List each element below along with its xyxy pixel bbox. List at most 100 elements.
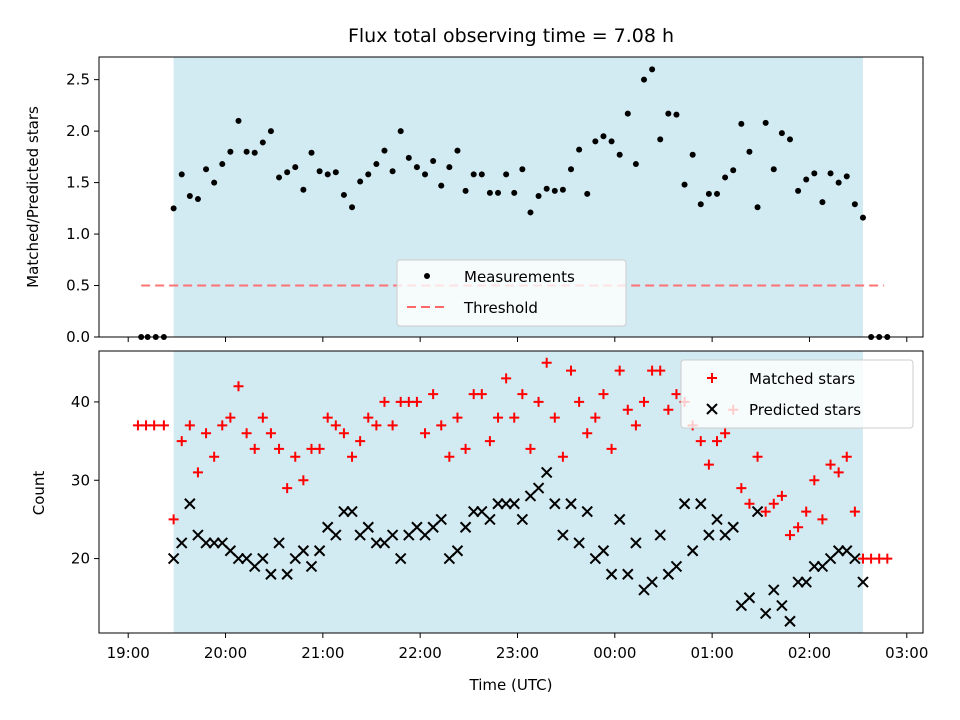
- matched-star-point: [598, 389, 609, 400]
- bottom-axes-frame: [98, 350, 924, 634]
- x-axis-label: Time (UTC): [469, 676, 553, 694]
- measurement-point: [243, 148, 250, 155]
- measurement-point: [624, 110, 631, 117]
- measurement-point: [616, 151, 623, 158]
- x-tick-label: 01:00: [691, 644, 734, 662]
- matched-star-point: [379, 396, 390, 407]
- matched-star-point: [355, 436, 366, 447]
- measurement-point: [462, 187, 469, 194]
- predicted-star-point: [776, 599, 788, 612]
- matched-star-point: [614, 365, 625, 376]
- predicted-star-point: [370, 537, 383, 549]
- measurement-point: [689, 151, 696, 158]
- matched-star-point: [501, 373, 512, 384]
- measurement-point: [340, 191, 347, 198]
- predicted-star-point: [532, 482, 545, 494]
- matched-star-point: [784, 530, 795, 541]
- y-tick-label: 0.5: [66, 277, 90, 295]
- predicted-star-point: [597, 545, 610, 557]
- measurement-point: [405, 154, 412, 161]
- measurement-point: [778, 130, 785, 137]
- matched-star-point: [225, 412, 236, 423]
- matched-star-point: [882, 553, 893, 564]
- matched-star-point: [330, 420, 341, 431]
- predicted-star-point: [784, 615, 796, 627]
- predicted-star-point: [678, 498, 691, 510]
- matched-star-point: [574, 396, 585, 407]
- measurement-point: [714, 190, 720, 197]
- predicted-star-point: [573, 537, 585, 549]
- predicted-star-point: [565, 498, 577, 510]
- matched-star-point: [387, 420, 398, 431]
- predicted-star-point: [557, 529, 569, 541]
- y-tick-label: 0.0: [66, 328, 90, 346]
- bottom-legend-box: [680, 359, 914, 429]
- matched-star-point: [476, 389, 487, 400]
- measurement-point: [276, 174, 283, 181]
- matched-star-point: [752, 451, 763, 462]
- measurement-point: [811, 170, 818, 177]
- measurement-point: [178, 171, 185, 178]
- matched-star-point: [590, 412, 601, 423]
- matched-star-point: [201, 428, 212, 439]
- measurement-point: [722, 174, 729, 181]
- measurement-point: [608, 138, 615, 145]
- measurement-point: [170, 205, 177, 212]
- top-panel: 0.0 0.5 1.0 1.5 2.0 2.5 Measurements Threshold: [66, 56, 924, 346]
- matched-star-point: [768, 498, 779, 509]
- matched-star-point: [622, 404, 633, 415]
- predicted-star-point: [346, 505, 358, 518]
- predicted-star-point: [492, 498, 504, 510]
- measurement-point: [527, 209, 534, 216]
- matched-star-point: [249, 443, 260, 454]
- measurement-point: [786, 136, 793, 143]
- predicted-star-point: [459, 521, 472, 533]
- measurement-point: [835, 179, 842, 186]
- matched-star-point: [525, 443, 536, 454]
- measurement-point: [697, 201, 704, 208]
- measurement-point: [227, 148, 234, 155]
- predicted-star-point: [751, 505, 764, 518]
- predicted-star-point: [613, 513, 626, 526]
- matched-star-point: [322, 412, 333, 423]
- predicted-star-point: [176, 537, 188, 549]
- matched-star-point: [176, 436, 187, 447]
- matched-star-point: [825, 459, 836, 470]
- measurement-point: [235, 117, 242, 124]
- measurement-point: [284, 169, 291, 176]
- predicted-star-point: [208, 537, 220, 549]
- measurement-point: [730, 167, 737, 174]
- x-tick-label: 00:00: [593, 644, 636, 662]
- top-legend: Measurements Threshold: [396, 259, 627, 327]
- predicted-star-point: [184, 498, 196, 510]
- predicted-star-point: [727, 521, 739, 533]
- measurement-point: [503, 171, 510, 178]
- matched-star-point: [703, 459, 714, 470]
- matched-star-point: [541, 357, 552, 368]
- matched-star-point: [606, 443, 617, 454]
- measurement-point: [203, 166, 210, 173]
- x-tick-label: 22:00: [399, 644, 442, 662]
- matched-star-point: [460, 443, 471, 454]
- measurement-point: [478, 171, 485, 178]
- matched-star-point: [517, 389, 528, 400]
- measurement-point: [438, 182, 445, 189]
- measurement-point: [754, 204, 761, 211]
- predicted-star-point: [338, 505, 350, 518]
- y-tick-label: 20: [71, 550, 90, 568]
- predicted-star-point: [386, 529, 399, 541]
- matched-star-point: [841, 451, 852, 462]
- predicted-star-point: [281, 568, 293, 580]
- matched-star-point: [371, 420, 382, 431]
- predicted-star-point: [265, 568, 277, 580]
- measurement-point: [422, 171, 429, 178]
- measurement-point: [843, 173, 850, 180]
- matched-star-point: [744, 498, 755, 509]
- legend-label-threshold: Threshold: [463, 299, 538, 317]
- measurement-point: [665, 110, 672, 117]
- measurement-point: [486, 189, 493, 196]
- measurement-point: [397, 128, 404, 135]
- matched-star-point: [420, 428, 431, 439]
- measurement-point: [543, 185, 550, 192]
- measurement-point: [186, 192, 193, 199]
